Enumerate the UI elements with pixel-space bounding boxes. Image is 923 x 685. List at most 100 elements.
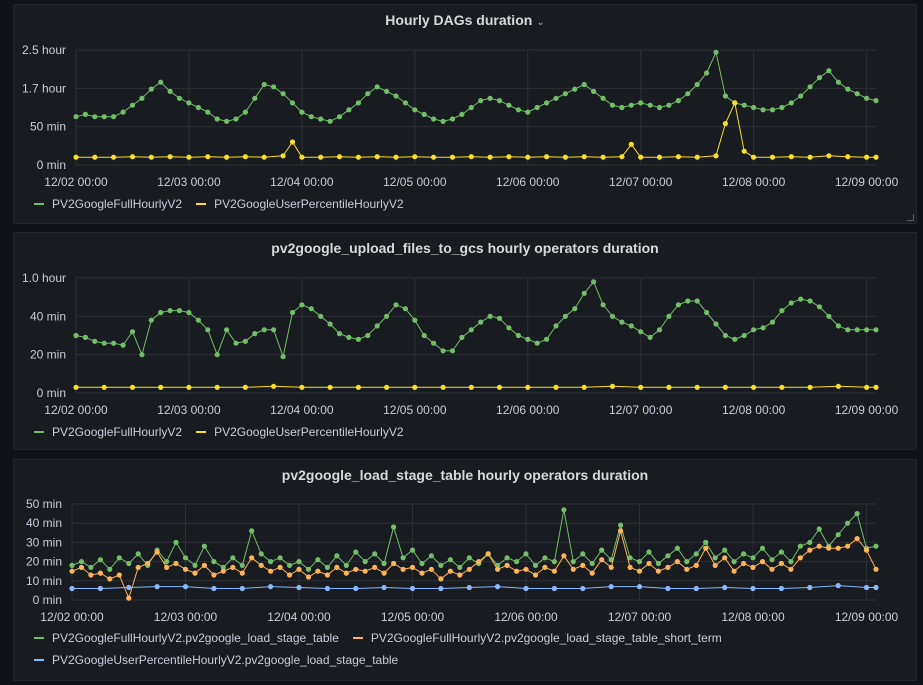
legend-item[interactable]: PV2GoogleUserPercentileHourlyV2.pv2googl… (34, 649, 398, 671)
data-point (167, 88, 173, 94)
data-point (665, 564, 671, 570)
x-tick-label: 12/06 00:00 (494, 610, 558, 624)
data-point (788, 100, 794, 106)
data-point (797, 543, 803, 549)
data-point (638, 100, 644, 106)
data-point (713, 49, 719, 55)
legend-item[interactable]: PV2GoogleFullHourlyV2 (34, 193, 182, 215)
data-point (233, 116, 239, 122)
data-point (101, 340, 107, 346)
data-point (600, 154, 606, 160)
data-point (315, 568, 321, 574)
data-point (466, 584, 472, 591)
data-point (318, 116, 324, 122)
data-point (214, 352, 220, 358)
data-point (148, 154, 154, 160)
data-point (365, 91, 371, 97)
data-point (308, 306, 314, 312)
data-point (523, 585, 529, 592)
data-point (239, 562, 245, 568)
panel-title[interactable]: pv2google_upload_files_to_gcs hourly ope… (271, 240, 659, 256)
data-point (788, 154, 794, 160)
chart-area[interactable]: 0 min 10 min 20 min 30 min 40 min 50 min 12/02… (14, 460, 918, 630)
legend-label: PV2GoogleUserPercentileHourlyV2.pv2googl… (52, 653, 399, 667)
data-point (129, 384, 136, 390)
data-point (703, 539, 709, 545)
data-point (807, 547, 813, 553)
data-point (619, 319, 625, 325)
data-point (835, 323, 842, 329)
legend: PV2GoogleFullHourlyV2.pv2google_load_sta… (34, 627, 906, 671)
data-point (542, 555, 548, 561)
data-point (478, 319, 484, 325)
data-point (393, 154, 399, 160)
legend-item[interactable]: PV2GoogleUserPercentileHourlyV2 (196, 421, 404, 443)
data-point (214, 384, 220, 390)
data-point (591, 279, 597, 285)
data-point (362, 559, 368, 565)
data-point (581, 81, 587, 88)
data-point (722, 584, 728, 591)
data-point (324, 585, 330, 592)
data-point (712, 555, 718, 561)
data-point (807, 154, 813, 160)
data-point (826, 68, 832, 74)
x-tick-label: 12/05 00:00 (381, 610, 445, 624)
data-point (532, 572, 539, 578)
data-point (182, 584, 189, 590)
data-point (589, 570, 595, 576)
data-point (296, 584, 302, 591)
data-point (327, 321, 333, 327)
panel-title[interactable]: pv2google_load_stage_table hourly operat… (281, 467, 649, 483)
data-point (154, 549, 160, 555)
chevron-down-icon[interactable]: ⌄ (536, 17, 545, 28)
chart-area[interactable]: 0 min 20 min 40 min 1.0 hour 12/02 00:00 12/0… (14, 233, 918, 423)
y-tick-label: 30 min (26, 535, 62, 549)
data-point (73, 384, 79, 390)
chart-area[interactable]: 0 min 50 min 1.7 hour 2.5 hour 12/02 00:00 12… (14, 5, 918, 195)
data-point (129, 154, 136, 160)
data-point (693, 562, 699, 568)
data-point (694, 298, 700, 304)
data-point (391, 560, 397, 567)
data-point (384, 313, 390, 319)
resize-handle-icon[interactable] (907, 214, 914, 221)
data-point (542, 564, 548, 570)
data-point (116, 572, 122, 578)
data-point (863, 547, 870, 553)
x-tick-label: 12/04 00:00 (270, 403, 334, 417)
data-point (704, 70, 710, 76)
data-point (751, 384, 757, 390)
legend-swatch-icon (196, 202, 207, 205)
data-point (268, 584, 274, 590)
data-point (722, 555, 728, 561)
data-point (863, 584, 870, 591)
legend-item[interactable]: PV2GoogleFullHourlyV2 (34, 421, 182, 443)
data-point (751, 104, 757, 111)
data-point (412, 154, 418, 160)
data-point (495, 584, 501, 590)
panel-upload-files-to-gcs-duration: pv2google_upload_files_to_gcs hourly ope… (13, 232, 917, 450)
data-point (92, 154, 98, 160)
data-point (468, 104, 474, 111)
data-point (239, 585, 245, 592)
data-point (271, 84, 277, 90)
data-point (600, 302, 606, 308)
data-point (750, 555, 756, 561)
data-point (431, 340, 437, 346)
legend-item[interactable]: PV2GoogleFullHourlyV2.pv2google_load_sta… (352, 627, 722, 649)
data-point (126, 584, 132, 591)
series-line-1 (76, 385, 876, 388)
data-point (636, 568, 643, 574)
panel-title[interactable]: Hourly DAGs duration ⌄ (385, 12, 545, 28)
data-point (674, 545, 681, 551)
data-point (205, 327, 211, 333)
data-point (665, 585, 671, 592)
data-point (78, 564, 85, 570)
data-point (334, 564, 340, 570)
data-point (186, 100, 192, 106)
legend-item[interactable]: PV2GoogleUserPercentileHourlyV2 (196, 193, 404, 215)
legend-item[interactable]: PV2GoogleFullHourlyV2.pv2google_load_sta… (34, 627, 339, 649)
data-point (239, 570, 245, 576)
data-point (609, 102, 616, 108)
